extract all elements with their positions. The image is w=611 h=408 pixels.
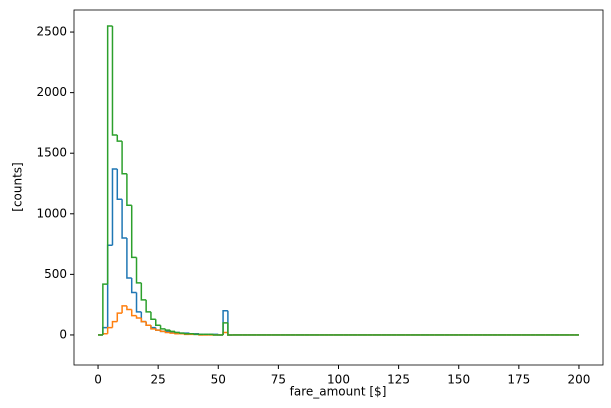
histogram-step (159, 325, 166, 330)
histogram-step (116, 312, 123, 322)
histogram-step (121, 199, 127, 239)
histogram-step (155, 319, 161, 327)
histogram-step (222, 322, 228, 335)
histogram-step (121, 305, 127, 314)
y-axis-label: [counts] (11, 162, 25, 211)
histogram-step (164, 328, 171, 331)
histogram-step (140, 317, 147, 323)
y-tick-label: 2000 (36, 85, 67, 99)
y-tick-label: 2500 (36, 25, 67, 39)
histogram-step (135, 292, 142, 313)
histogram-step (111, 168, 118, 246)
histogram-step (130, 205, 137, 259)
y-tick-label: 500 (44, 267, 67, 281)
histogram-step (106, 25, 113, 285)
histogram-step (126, 238, 132, 279)
x-tick-label: 175 (507, 373, 530, 387)
histogram-step (150, 311, 156, 320)
histogram-step (130, 278, 137, 294)
histogram-step (135, 315, 142, 319)
x-tick-label: 125 (387, 373, 410, 387)
axes-frame (73, 9, 604, 366)
histogram-step (106, 326, 113, 334)
histogram-step (145, 299, 151, 313)
x-tick-label: 25 (151, 373, 166, 387)
x-tick-label: 50 (211, 373, 226, 387)
histogram-step (126, 305, 132, 311)
x-tick-label: 100 (327, 373, 350, 387)
histogram-step (111, 320, 118, 328)
x-tick-label: 150 (447, 373, 470, 387)
histogram-step (169, 330, 175, 333)
histogram-step (135, 257, 142, 284)
x-tick-label: 200 (568, 373, 591, 387)
histogram-step (164, 331, 171, 334)
histogram-step (174, 332, 180, 335)
histogram-step (212, 334, 219, 336)
histogram-step (126, 173, 132, 207)
y-tick-label: 0 (59, 327, 67, 341)
histogram-step (145, 321, 151, 327)
histogram-step (130, 309, 137, 317)
histogram-step (116, 135, 123, 142)
histogram-step (155, 328, 161, 331)
x-axis-label: fare_amount [$] (290, 385, 387, 399)
y-tick-label: 1500 (36, 146, 67, 160)
histogram-step (179, 332, 185, 334)
histogram-step (227, 322, 233, 336)
histogram-step (159, 330, 166, 333)
histogram-step (140, 282, 147, 301)
histogram-step (193, 333, 200, 336)
histogram-step (102, 283, 108, 335)
histogram-step (111, 25, 118, 136)
x-tick-label: 0 (94, 373, 102, 387)
histogram-step (174, 331, 180, 334)
histogram-step (121, 141, 127, 175)
y-tick-label: 1000 (36, 206, 67, 220)
histogram-step (150, 325, 156, 330)
histogram-step (183, 332, 190, 335)
histogram-step (169, 332, 175, 334)
x-tick-label: 75 (271, 373, 286, 387)
histogram-step (116, 168, 123, 201)
